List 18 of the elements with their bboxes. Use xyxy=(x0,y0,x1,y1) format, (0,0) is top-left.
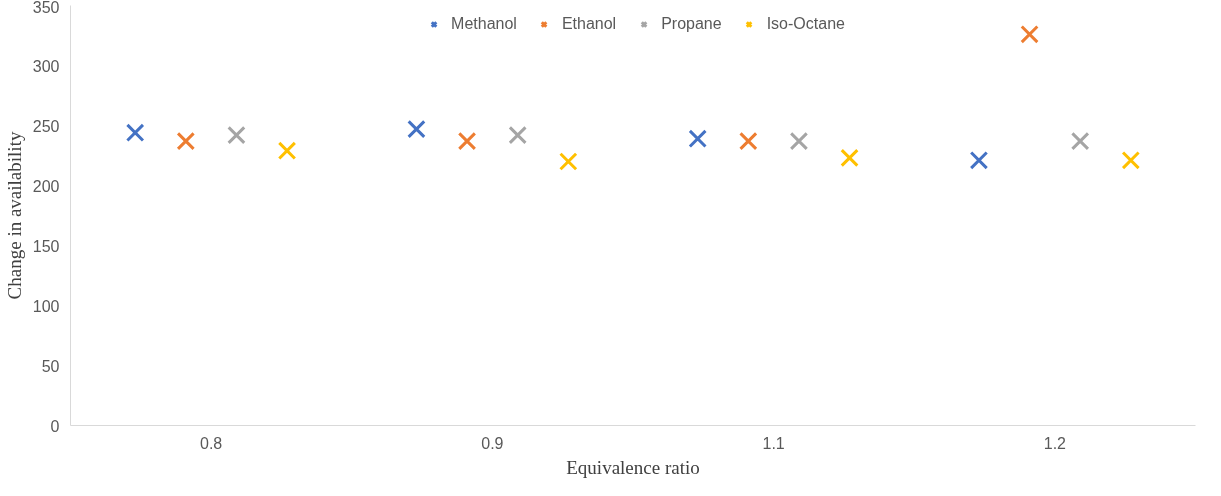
x-tick-label: 1.2 xyxy=(1043,434,1067,452)
y-axis-title: Change in availability xyxy=(3,131,25,300)
legend-label: Propane xyxy=(661,15,722,33)
y-tick-label: 300 xyxy=(32,57,60,75)
y-tick-label: 100 xyxy=(32,297,60,315)
y-tick-label: 250 xyxy=(32,117,60,135)
y-tick-label: 350 xyxy=(32,0,60,16)
y-tick-label: 50 xyxy=(41,357,60,375)
x-tick-label: 0.9 xyxy=(481,434,504,452)
x-tick-label: 1.1 xyxy=(762,434,785,452)
x-axis-title: Equivalence ratio xyxy=(566,456,700,478)
legend-label: Methanol xyxy=(451,15,517,33)
x-tick-label: 0.8 xyxy=(200,434,223,452)
legend-label: Iso-Octane xyxy=(766,15,845,33)
y-tick-label: 150 xyxy=(32,237,60,255)
y-tick-label: 200 xyxy=(32,177,60,195)
legend-label: Ethanol xyxy=(561,15,617,33)
y-tick-label: 0 xyxy=(50,417,60,435)
